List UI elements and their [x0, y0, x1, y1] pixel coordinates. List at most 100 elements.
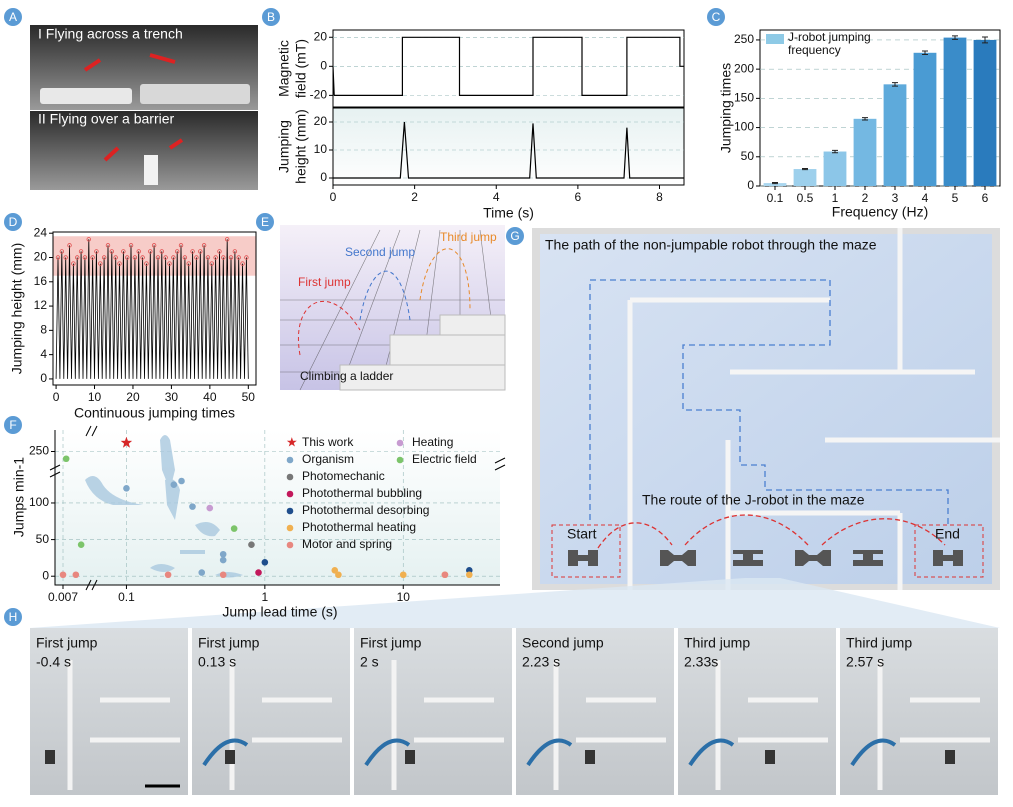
y-tick-label: 10 — [314, 142, 328, 156]
frame-event: Third jump — [684, 635, 750, 651]
label: Climbing a ladder — [300, 369, 393, 383]
maze-title: The path of the non-jumpable robot throu… — [545, 237, 877, 253]
peak-marker — [171, 255, 176, 260]
robot — [405, 750, 415, 764]
block — [140, 84, 250, 104]
peak-marker — [190, 249, 195, 254]
data-line — [332, 36, 684, 96]
start-label: Start — [567, 526, 597, 542]
legend-label: Electric field — [412, 452, 477, 466]
panel-badge — [506, 227, 524, 245]
legend-label: Heating — [412, 435, 453, 449]
frame-time: 2.23 s — [522, 654, 560, 670]
y-tick-label: 0 — [320, 170, 327, 184]
error-bar — [922, 50, 928, 56]
y-axis-label: Jumping — [276, 120, 292, 173]
peak-marker — [186, 261, 191, 266]
jump-arrow — [688, 738, 735, 767]
frame-time: 0.13 s — [198, 654, 236, 670]
bar — [763, 183, 787, 186]
frame-event: First jump — [198, 635, 260, 651]
x-tick-label: 30 — [165, 390, 179, 404]
arrow — [298, 300, 361, 356]
photo-frame — [678, 628, 836, 795]
y-tick-label: 150 — [734, 91, 754, 105]
photo-frame — [30, 628, 188, 795]
peak-marker — [213, 255, 218, 260]
y-axis-label: height (mm) — [293, 109, 309, 184]
panel-label: B — [267, 10, 275, 24]
x-tick-label: 3 — [892, 191, 899, 205]
jump-arrow — [364, 738, 411, 767]
legend-label: Photothermal heating — [302, 520, 416, 534]
peak-marker — [75, 255, 80, 260]
panel-badge — [4, 8, 22, 26]
data-line — [55, 239, 249, 379]
data-point — [62, 455, 70, 463]
silhouette — [85, 435, 243, 578]
y-axis-label: Jumping height (mm) — [9, 243, 25, 375]
x-tick-label: 0.007 — [48, 590, 78, 604]
legend-marker — [286, 473, 294, 481]
y-tick-label: -20 — [310, 88, 328, 102]
frame-time: -0.4 s — [36, 654, 71, 670]
legend-label: Photothermal bubbling — [302, 486, 422, 500]
data-point — [331, 567, 339, 574]
x-axis-label: Time (s) — [483, 205, 534, 221]
peak-marker — [163, 255, 168, 260]
legend-label: J-robot jumping frequency — [788, 30, 871, 57]
frame-event: Third jump — [846, 635, 912, 651]
peak-marker — [194, 255, 199, 260]
bar — [943, 37, 967, 186]
peak-marker — [90, 255, 95, 260]
maze-wall — [229, 660, 342, 790]
y-tick-label: 4 — [40, 347, 47, 361]
data-point — [164, 571, 172, 579]
plot-frame — [332, 29, 685, 108]
panel-badge — [4, 608, 22, 626]
peak-marker — [174, 249, 180, 254]
robot — [45, 750, 55, 764]
peak-marker — [71, 261, 76, 266]
data-point — [255, 569, 262, 576]
data-point — [399, 571, 407, 579]
y-tick-label: 8 — [40, 323, 47, 337]
peak-marker — [117, 261, 122, 266]
route-label: The route of the J-robot in the maze — [642, 492, 865, 508]
peak-marker — [78, 249, 84, 254]
data-point — [178, 477, 185, 485]
panel-badge — [707, 8, 725, 26]
frame-time: 2 s — [360, 654, 379, 670]
label: First jump — [298, 275, 351, 289]
plot-bg — [55, 430, 500, 585]
panel-label: C — [712, 10, 721, 24]
axis-break — [49, 425, 506, 591]
frame-time: 2.57 s — [846, 654, 884, 670]
peak-marker — [132, 255, 138, 260]
arrow — [419, 248, 471, 311]
peak-marker — [136, 249, 141, 254]
robot — [225, 750, 235, 764]
end-box — [914, 524, 984, 578]
x-tick-label: 0 — [330, 190, 337, 204]
jump-arrow — [526, 738, 573, 767]
x-axis-label: Continuous jumping times — [74, 405, 235, 421]
maze-wall — [715, 660, 828, 790]
panel-label: D — [9, 215, 18, 229]
y-tick-label: 100 — [734, 120, 754, 134]
robot — [765, 750, 775, 764]
peak-marker — [159, 249, 165, 254]
route-arrows — [597, 514, 946, 549]
error-bar — [802, 167, 808, 171]
ladder — [339, 314, 506, 391]
y-tick-label: 250 — [29, 444, 49, 458]
arrow — [359, 270, 411, 321]
peak-marker — [94, 249, 99, 254]
peak-marker — [98, 261, 103, 266]
peak-marker — [144, 261, 149, 266]
legend-marker: ★ — [286, 434, 298, 449]
legend-marker — [396, 456, 404, 464]
x-tick-label: 0.1 — [767, 191, 784, 205]
data-point — [206, 504, 214, 512]
